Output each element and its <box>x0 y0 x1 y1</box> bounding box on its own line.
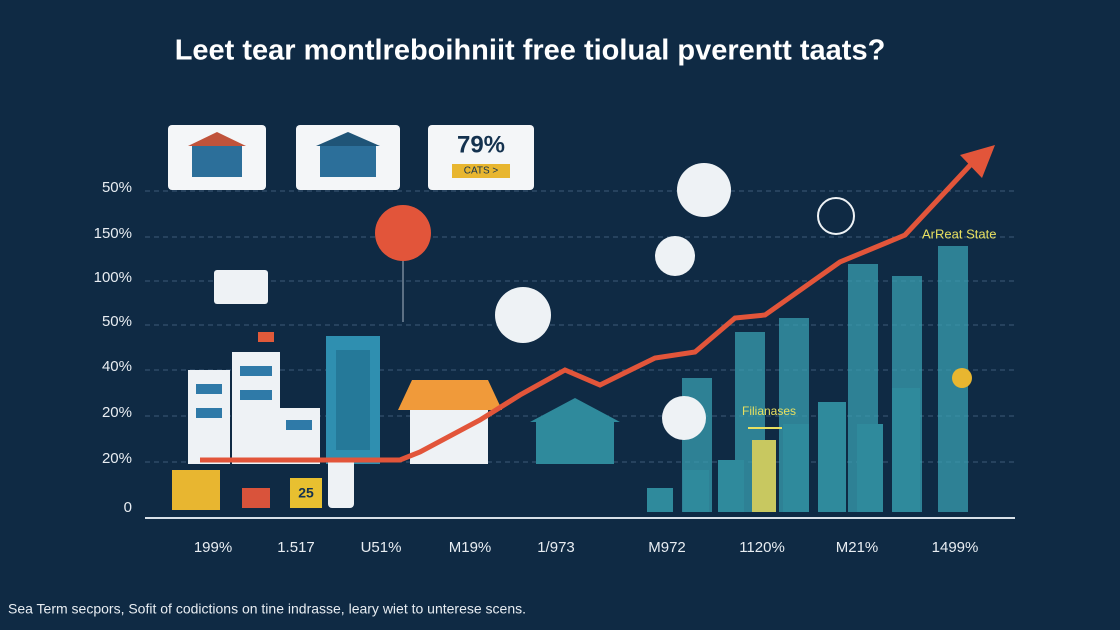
bar <box>752 440 776 512</box>
y-axis-label: 20% <box>102 450 132 467</box>
bar <box>857 424 883 512</box>
bar <box>647 488 673 512</box>
cart-number: 25 <box>298 485 314 501</box>
x-axis-label: 199% <box>194 539 232 556</box>
window <box>240 366 272 376</box>
y-axis-label: 0 <box>124 499 132 516</box>
bank-bubble <box>495 287 551 343</box>
window <box>286 420 312 430</box>
bank-roof <box>188 132 246 146</box>
x-axis-label: U51% <box>361 539 402 556</box>
buildings: 25 <box>172 270 620 510</box>
money-card <box>214 270 268 304</box>
monument-roof <box>530 398 620 422</box>
shop-awning <box>398 380 502 410</box>
globe <box>655 236 695 276</box>
bar <box>818 402 846 512</box>
caption: Sea Term secpors, Sofit of codictions on… <box>8 601 526 617</box>
card-sublabel: CATS > <box>464 166 499 177</box>
x-axis-label: M19% <box>449 539 492 556</box>
card-tag <box>452 164 510 178</box>
tower-windows <box>336 350 370 450</box>
window <box>240 390 272 400</box>
dollar-bubble <box>677 163 731 217</box>
x-axis-label: 1120% <box>739 539 785 556</box>
flag <box>258 332 274 342</box>
dollar-bubble <box>662 396 706 440</box>
dollar-icon <box>375 205 431 261</box>
x-axis-label: M972 <box>648 539 686 556</box>
y-axis-label: 40% <box>102 358 132 375</box>
bank-icon <box>192 145 242 177</box>
monument <box>536 420 614 464</box>
trend-arrow <box>960 145 995 178</box>
building <box>278 408 320 464</box>
y-axis-label: 150% <box>94 225 132 242</box>
wheel-icon <box>817 197 855 235</box>
cart <box>290 478 322 508</box>
window <box>196 408 222 418</box>
coin-icon <box>952 368 972 388</box>
y-axis-label: 50% <box>102 179 132 196</box>
title: Leet tear montlreboihniit free tiolual p… <box>175 35 886 67</box>
bank-icon <box>320 145 376 177</box>
finances-label: Filianases <box>742 404 796 418</box>
trend-line <box>200 158 977 463</box>
y-axis-label: 100% <box>94 269 132 286</box>
x-axis-label: 1.517 <box>277 539 315 556</box>
bar <box>892 388 920 512</box>
y-axis-label: 50% <box>102 313 132 330</box>
bank-roof <box>316 132 380 146</box>
y-axis-label: 20% <box>102 404 132 421</box>
cards: 79% CATS > <box>168 125 534 190</box>
kiosk <box>328 458 354 508</box>
bar <box>683 470 709 512</box>
real-estate-label: ArReat State <box>922 226 996 241</box>
window <box>196 384 222 394</box>
card-label: 79% <box>457 131 505 158</box>
container <box>172 470 220 510</box>
bar <box>783 424 809 512</box>
x-axis-label: 1499% <box>932 539 979 556</box>
x-axis-label: M21% <box>836 539 879 556</box>
bar <box>718 460 744 512</box>
truck <box>242 488 270 508</box>
x-axis-label: 1/973 <box>537 539 575 556</box>
